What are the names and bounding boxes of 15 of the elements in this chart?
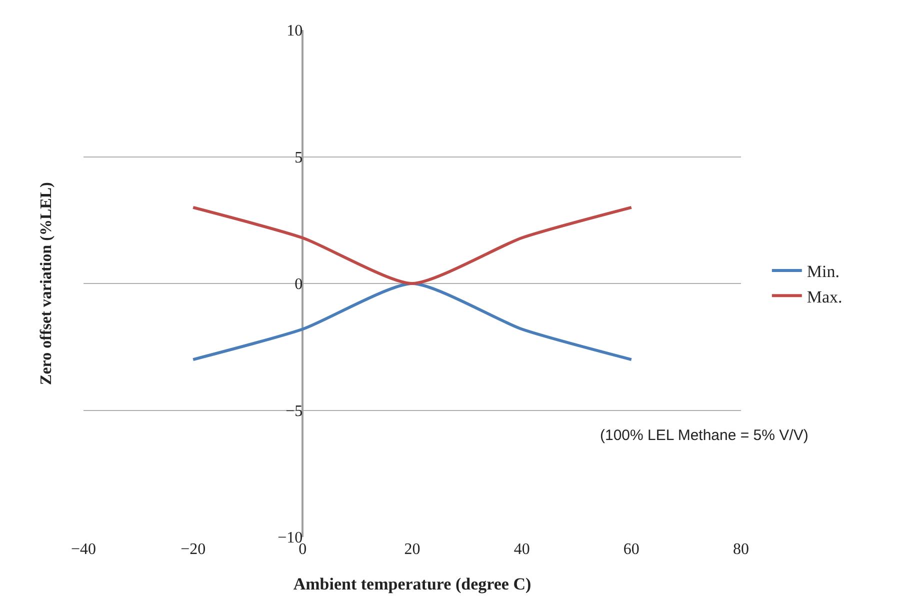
x-axis-title: Ambient temperature (degree C) [293, 574, 532, 594]
x-tick-label: 60 [623, 541, 640, 558]
legend-label: Min. [806, 262, 840, 282]
annotation: (100% LEL Methane = 5% V/V) [600, 427, 808, 444]
x-tick-label: 20 [404, 541, 420, 558]
x-tick-label: 80 [732, 541, 749, 558]
legend-label: Max. [806, 287, 842, 306]
y-tick-label: 10 [286, 22, 303, 40]
y-tick-label: 5 [294, 149, 303, 166]
x-tick-label: −20 [180, 541, 206, 558]
y-tick-label: 0 [294, 276, 303, 294]
x-tick-label: 40 [514, 541, 530, 558]
y-axis-title: Zero offset variation (%LEL) [38, 182, 55, 385]
x-tick-label: −40 [71, 541, 96, 558]
y-tick-label: −5 [286, 402, 303, 420]
